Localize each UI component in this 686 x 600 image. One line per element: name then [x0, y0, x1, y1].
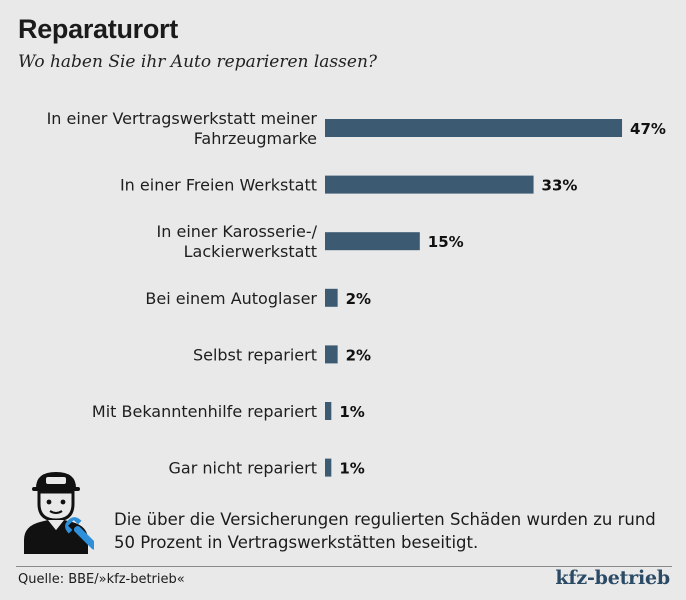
category-label-5: Mit Bekanntenhilfe repariert — [92, 402, 317, 421]
bar-4 — [325, 345, 338, 364]
category-label-2: In einer Karosserie-/Lackierwerkstatt — [157, 222, 318, 261]
category-label-1: In einer Freien Werkstatt — [120, 176, 317, 195]
category-label-3: Bei einem Autoglaser — [145, 289, 317, 308]
value-label-2: 15% — [428, 233, 464, 251]
value-label-4: 2% — [346, 346, 371, 364]
value-label-1: 33% — [542, 177, 578, 195]
value-label-5: 1% — [339, 403, 364, 421]
chart-title: Reparaturort — [18, 14, 178, 44]
bar-chart: 47% In einer Vertragswerkstatt meiner Fahr… — [47, 109, 666, 478]
value-label-6: 1% — [339, 460, 364, 478]
brand-logo: kfz-betrieb — [555, 567, 670, 589]
source-label: Quelle: BBE/»kfz-betrieb« — [18, 572, 185, 587]
footer-divider — [16, 566, 672, 567]
footnote-text: Die über die Versicherungen regulierten … — [114, 510, 656, 552]
bar-6 — [325, 458, 332, 477]
bar-0 — [325, 119, 623, 137]
value-label-3: 2% — [346, 290, 371, 308]
bar-3 — [325, 288, 338, 307]
bar-5 — [325, 402, 332, 420]
category-label-4: Selbst repariert — [193, 345, 317, 364]
bar-2 — [325, 232, 420, 251]
category-label-6: Gar nicht repariert — [169, 459, 318, 478]
category-label-0: In einer Vertragswerkstatt meiner Fahrzeu… — [47, 109, 318, 148]
chart-subtitle: Wo haben Sie ihr Auto reparieren lassen? — [18, 52, 378, 72]
value-label-0: 47% — [630, 120, 666, 138]
bar-1 — [325, 175, 534, 194]
mechanic-with-wrench-icon — [24, 472, 94, 554]
